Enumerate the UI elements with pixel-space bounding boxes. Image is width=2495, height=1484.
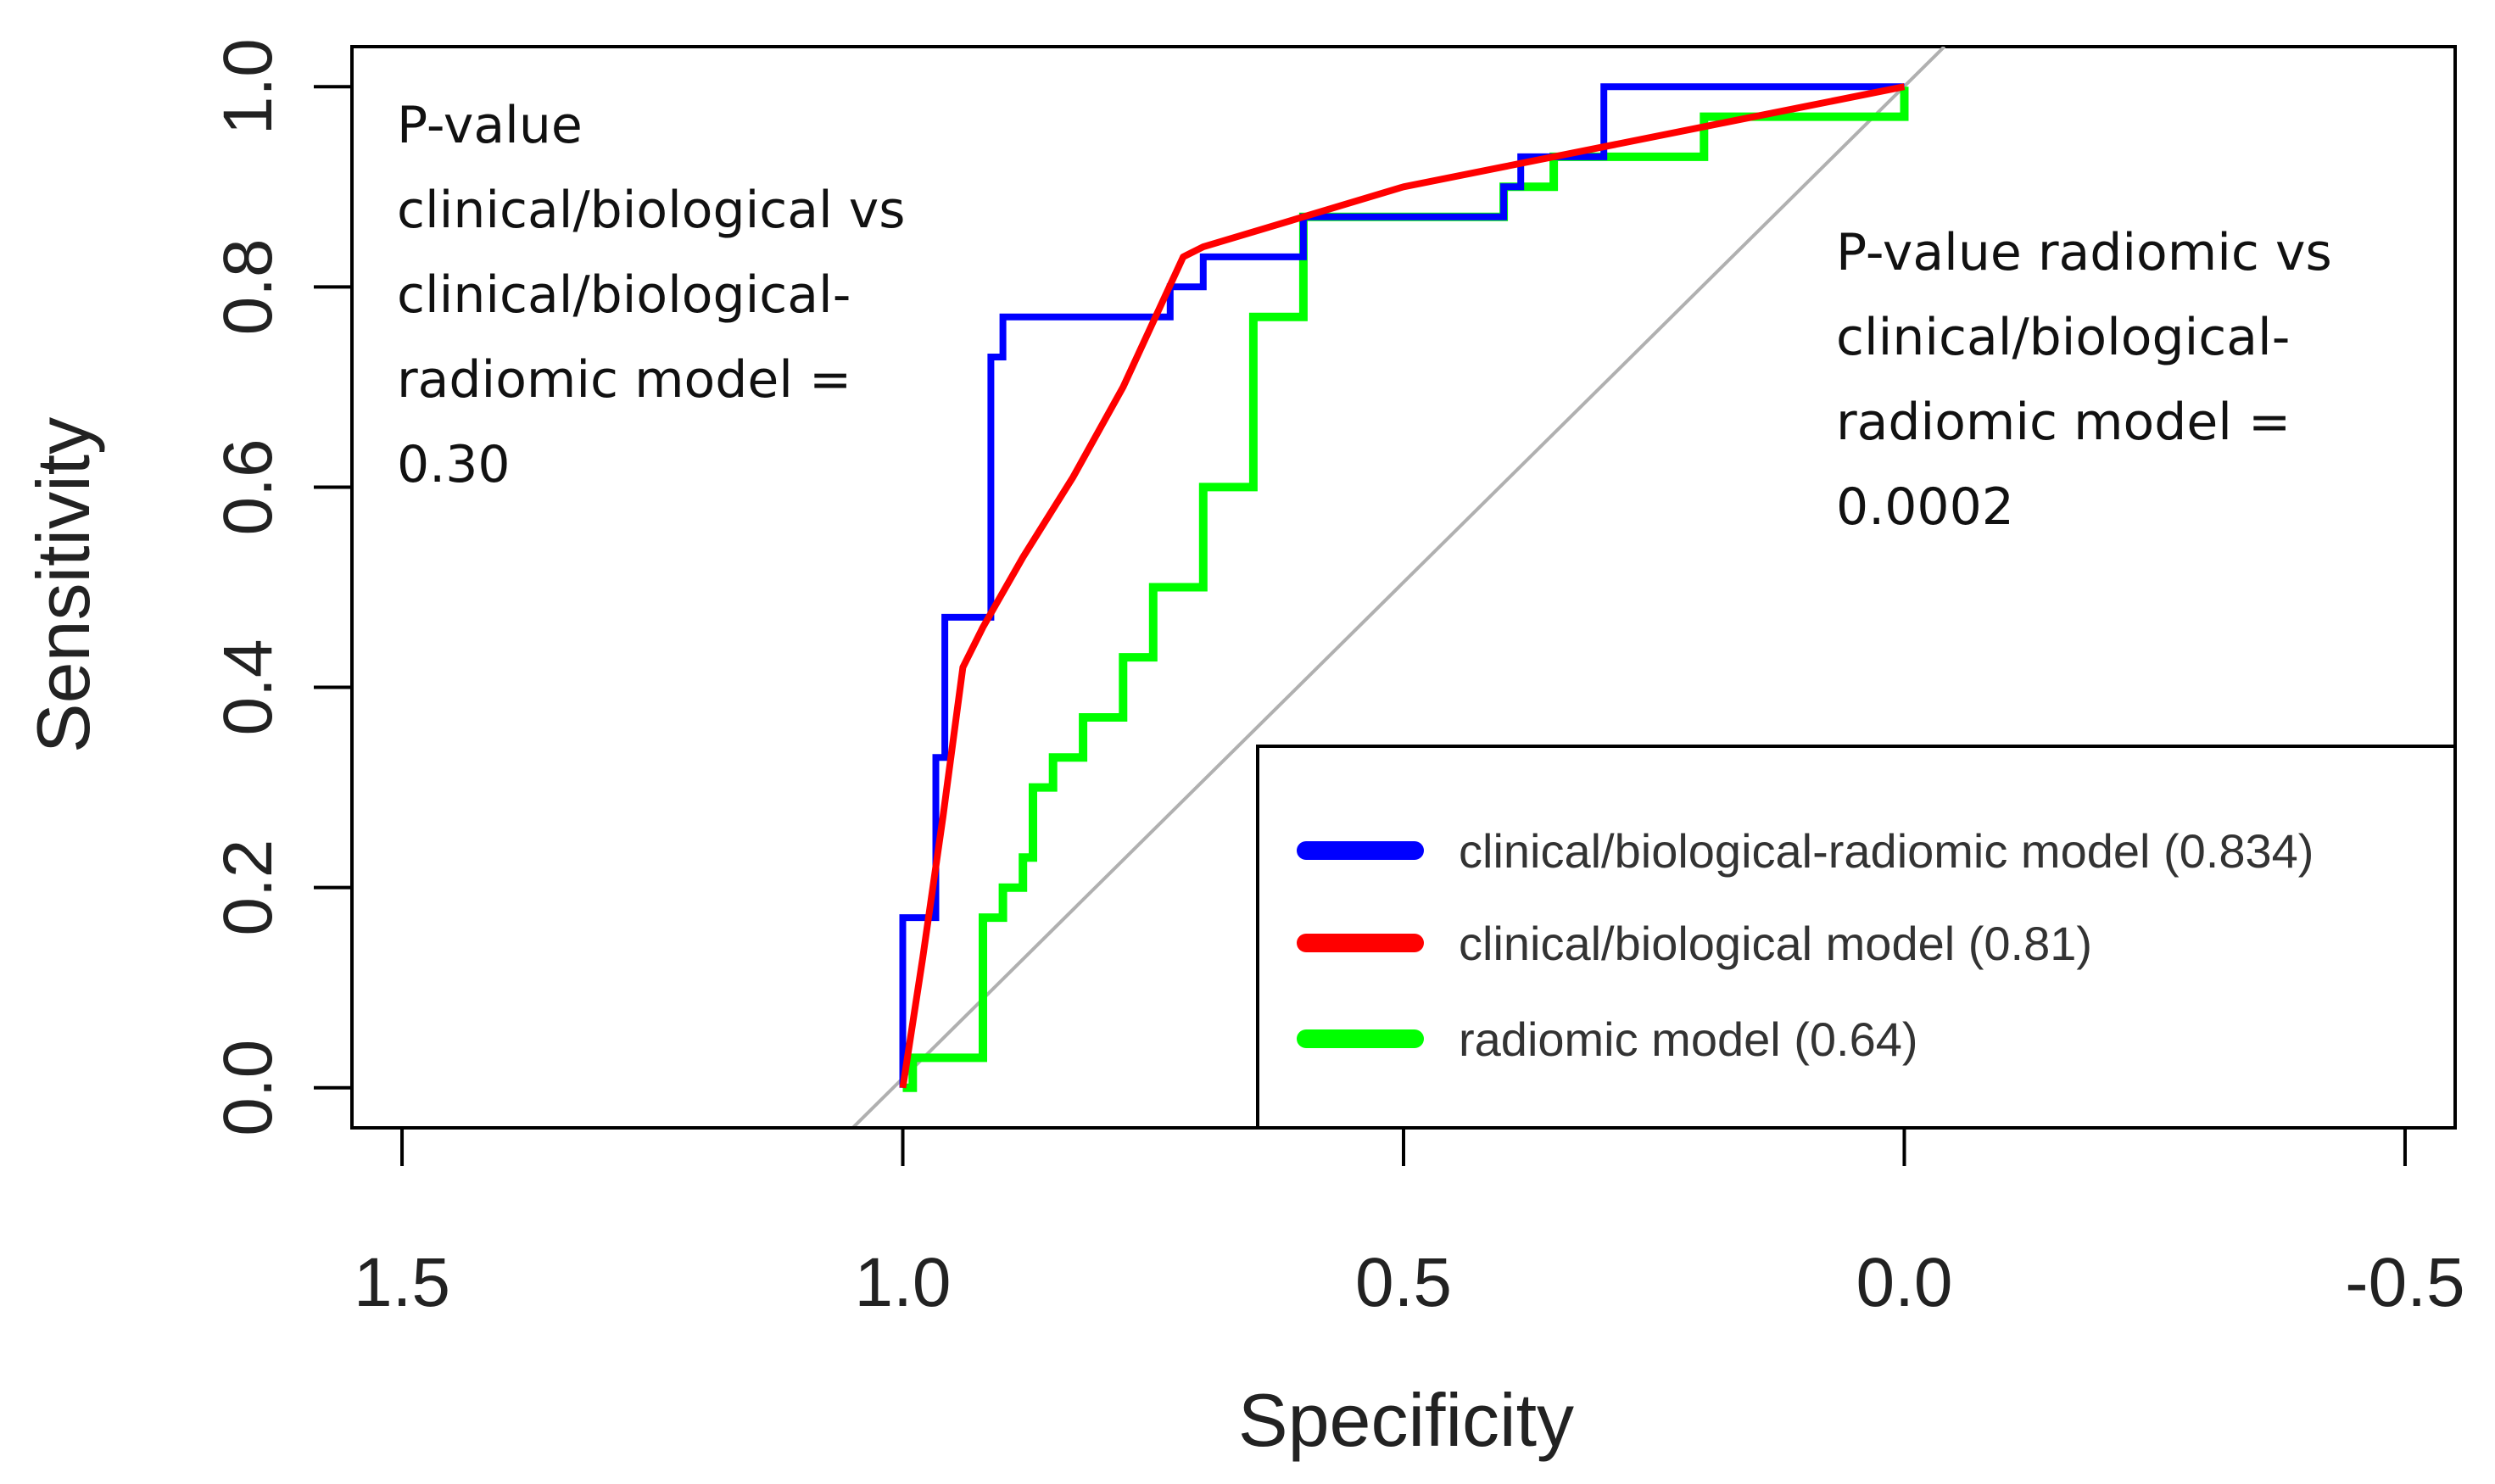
annotation-right-line: radiomic model = (1836, 393, 2291, 452)
legend-label: radiomic model (0.64) (1459, 1013, 1918, 1066)
x-axis-title: Specificity (1238, 1378, 1574, 1462)
annotation-left-line: 0.30 (397, 435, 511, 494)
annotation-left-line: clinical/biological vs (397, 181, 906, 240)
x-tick-label: 1.5 (354, 1244, 450, 1321)
annotation-left-line: P-value (397, 96, 583, 155)
y-tick-label: 0.6 (209, 438, 287, 535)
annotation-left-line: radiomic model = (397, 350, 851, 410)
y-axis: 0.0 0.2 0.4 0.6 0.8 1.0 (209, 38, 354, 1136)
radiomic-roc-curve (902, 86, 1909, 1092)
annotation-right-line: clinical/biological- (1836, 308, 2290, 367)
legend-label: clinical/biological model (0.81) (1459, 917, 2092, 970)
y-tick-label: 0.4 (209, 639, 287, 736)
x-tick-label: 0.5 (1355, 1244, 1452, 1321)
legend-box (1256, 745, 2457, 1130)
clinical-biological-roc-curve (899, 83, 1906, 1089)
y-tick-label: 1.0 (209, 38, 287, 135)
x-tick-label: -0.5 (2345, 1244, 2464, 1321)
annotation-left-line: clinical/biological- (397, 265, 851, 325)
y-tick-label: 0.0 (209, 1040, 287, 1136)
legend: clinical/biological-radiomic model (0.83… (1256, 745, 2457, 1130)
reference-diagonal (851, 47, 1946, 1128)
legend-label: clinical/biological-radiomic model (0.83… (1459, 824, 2314, 878)
annotation-right: P-value radiomic vs clinical/biological-… (1836, 223, 2348, 537)
annotation-left: P-value clinical/biological vs clinical/… (397, 96, 922, 494)
y-tick-label: 0.2 (209, 840, 287, 936)
x-tick-label: 0.0 (1856, 1244, 1952, 1321)
y-axis-title: Sensitivity (21, 417, 105, 753)
y-tick-label: 0.8 (209, 238, 287, 335)
x-tick-label: 1.0 (855, 1244, 952, 1321)
annotation-right-line: P-value radiomic vs (1836, 223, 2332, 282)
annotation-right-line: 0.0002 (1836, 477, 2014, 537)
clinical-biological-radiomic-roc-curve (899, 83, 1905, 1088)
x-axis: 1.5 1.0 0.5 0.0 -0.5 (354, 1126, 2465, 1321)
